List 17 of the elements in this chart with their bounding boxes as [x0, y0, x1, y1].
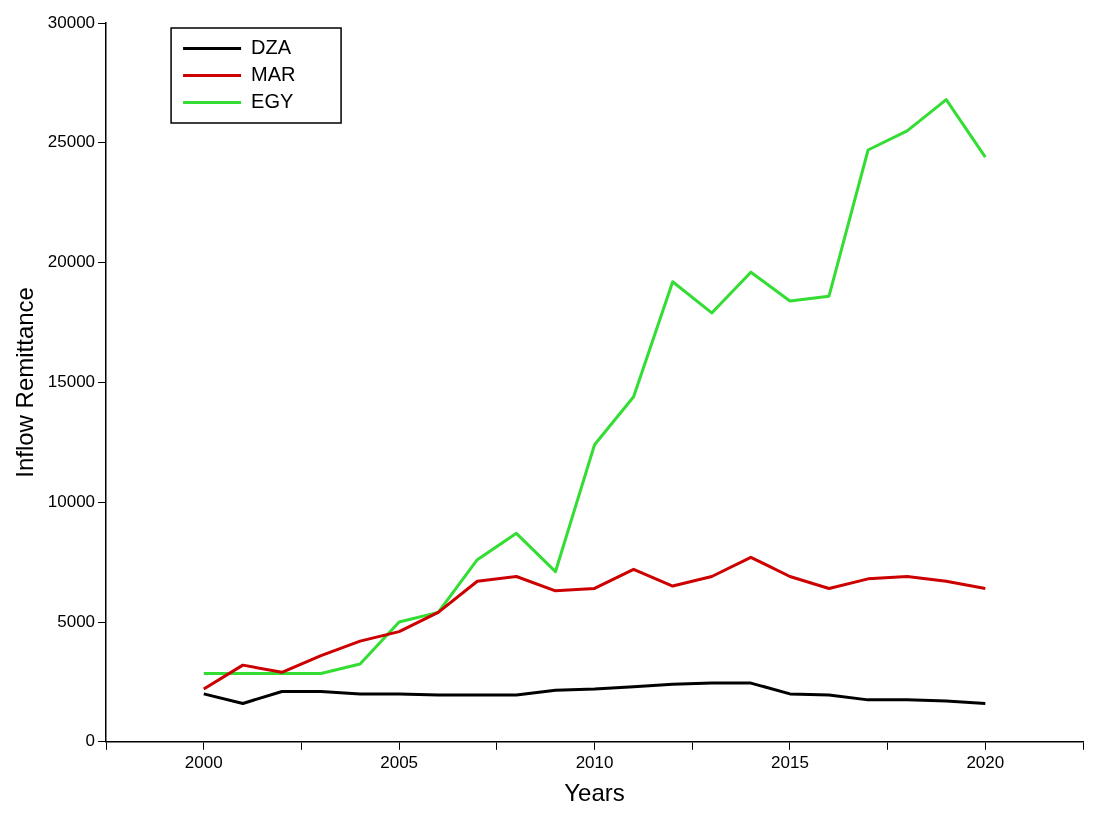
legend-label: DZA — [251, 36, 292, 59]
y-tick-label: 15000 — [47, 372, 96, 392]
x-tick-label: 2000 — [184, 752, 223, 772]
x-tick-label: 2005 — [380, 752, 419, 772]
y-tick-label: 25000 — [47, 132, 96, 152]
legend-label: MAR — [251, 63, 296, 86]
y-axis-title: Inflow Remittance — [11, 287, 39, 478]
x-tick-label: 2015 — [771, 752, 809, 772]
y-tick-label: 5000 — [57, 611, 96, 631]
x-axis-title: Years — [564, 779, 625, 807]
y-tick-label: 10000 — [47, 491, 96, 511]
x-tick-label: 2010 — [575, 752, 614, 772]
y-tick-label: 20000 — [47, 252, 96, 272]
y-tick-label: 0 — [85, 731, 96, 751]
y-tick-label: 30000 — [47, 12, 96, 32]
x-tick-label: 2020 — [966, 752, 1005, 772]
legend-label: EGY — [251, 90, 294, 113]
